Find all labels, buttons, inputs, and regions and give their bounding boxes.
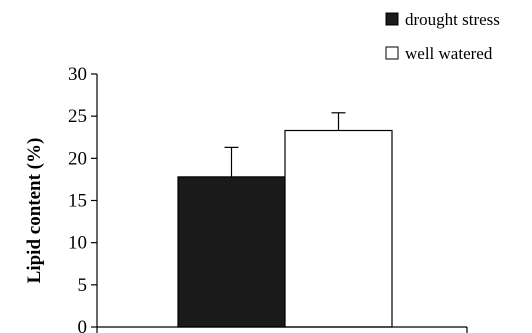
legend-swatch [385, 12, 399, 26]
y-axis: 0 5 10 15 20 25 30 [68, 64, 98, 333]
y-tick-label: 15 [68, 191, 87, 212]
y-tick-label: 30 [68, 64, 87, 85]
y-tick-label: 0 [78, 317, 88, 333]
legend-swatch [385, 46, 399, 60]
legend-label: well watered [405, 44, 493, 63]
x-axis [96, 326, 468, 333]
bar-drought-stress [177, 176, 286, 328]
bars [177, 112, 393, 328]
y-axis-title: Lipid content (%) [24, 138, 45, 284]
y-tick-label: 20 [68, 148, 87, 169]
legend-label: drought stress [405, 10, 500, 29]
legend: drought stress well watered [385, 10, 500, 63]
y-tick-label: 5 [78, 275, 88, 296]
y-tick-label: 10 [68, 233, 87, 254]
y-tick-label: 25 [68, 106, 87, 127]
bar-well-watered [284, 129, 393, 328]
